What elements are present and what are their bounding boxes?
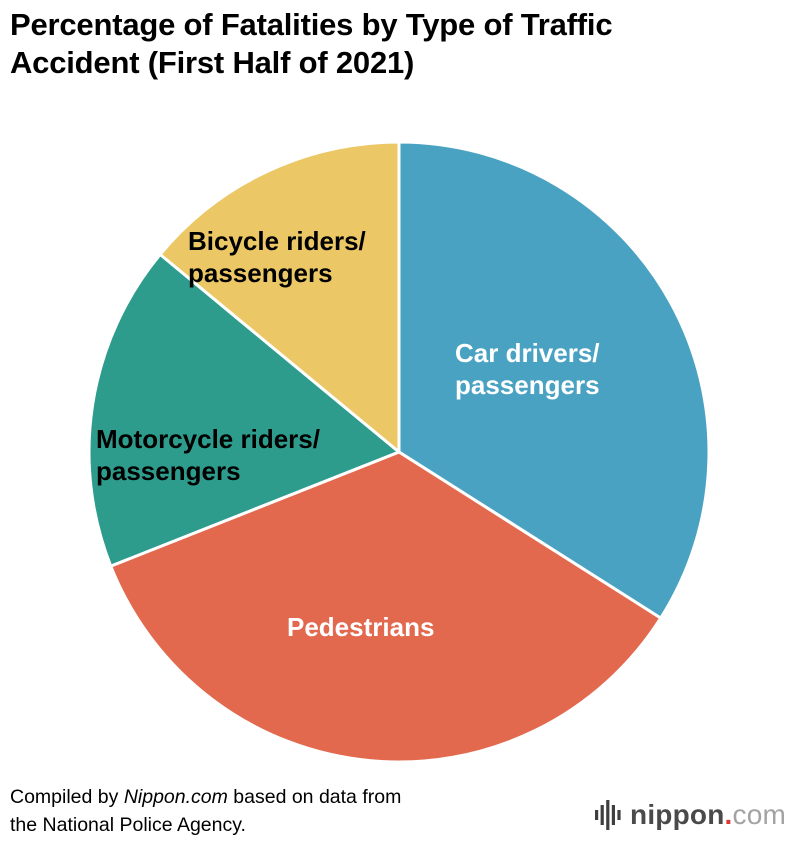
- slice-label-motorcycle-line1: Motorcycle riders/: [96, 424, 320, 454]
- slice-label-car-line1: Car drivers/: [455, 338, 600, 368]
- source-note-line2: the National Police Agency.: [10, 813, 246, 836]
- chart-title: Percentage of Fatalities by Type of Traf…: [10, 6, 613, 83]
- source-note: Compiled by Nippon.com based on data fro…: [10, 784, 401, 839]
- slice-label-car: Car drivers/passengers: [455, 338, 600, 401]
- pie-slice-bicycle: [158, 140, 401, 454]
- nippon-logo-text: nippon.com: [630, 801, 786, 829]
- nippon-logo-name: nippon: [630, 799, 725, 830]
- slice-label-motorcycle: Motorcycle riders/passengers: [96, 424, 320, 487]
- equalizer-bars-icon: [595, 800, 621, 830]
- pie-chart: Bicycle riders/passengers Car drivers/pa…: [79, 132, 719, 772]
- slice-label-bicycle-line1: Bicycle riders/: [188, 226, 366, 256]
- chart-title-line1: Percentage of Fatalities by Type of Traf…: [10, 7, 613, 42]
- pie-slice-pedestrians: [109, 450, 663, 764]
- nippon-logo-tld: com: [732, 799, 786, 830]
- slice-label-bicycle: Bicycle riders/passengers: [188, 226, 366, 289]
- slice-label-motorcycle-line2: passengers: [96, 455, 241, 486]
- chart-title-line2: Accident (First Half of 2021): [10, 45, 415, 81]
- nippon-logo-dot: .: [724, 799, 733, 830]
- slice-label-car-line2: passengers: [455, 369, 600, 400]
- pie-slice-motorcycle: [87, 252, 401, 568]
- source-note-part1: Compiled by: [10, 786, 124, 808]
- nippon-logo: nippon.com: [595, 800, 786, 830]
- slice-label-pedestrians-line1: Pedestrians: [287, 612, 435, 642]
- pie-chart-svg: [87, 140, 711, 764]
- source-note-source-name: Nippon.com: [123, 786, 228, 808]
- source-note-part2: based on data from: [227, 786, 402, 808]
- pie-slice-car: [397, 140, 711, 620]
- slice-label-pedestrians: Pedestrians: [287, 612, 434, 644]
- slice-label-bicycle-line2: passengers: [188, 257, 333, 288]
